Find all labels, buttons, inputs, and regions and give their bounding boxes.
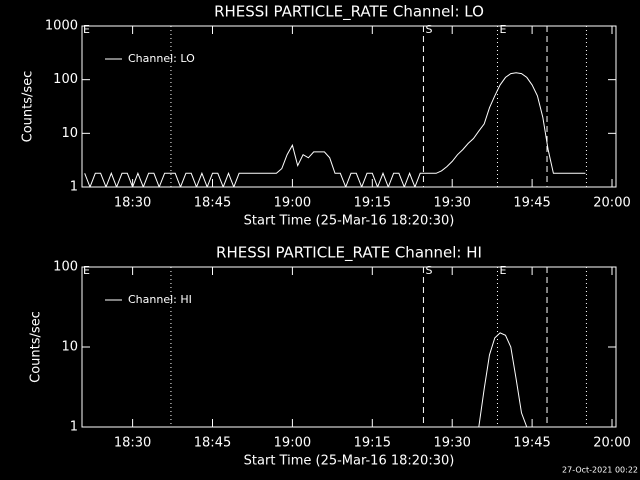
x-tick-label: 20:00 <box>593 196 630 211</box>
y-tick-label: 10 <box>61 126 78 141</box>
x-tick-label: 19:00 <box>274 196 311 211</box>
plot-frame <box>81 25 617 188</box>
x-tick-label: 18:30 <box>114 436 151 451</box>
marker-label: E <box>499 23 506 36</box>
marker-label: E <box>499 264 506 277</box>
y-tick-label: 1000 <box>45 19 78 34</box>
legend-label: Channel: LO <box>128 52 195 65</box>
y-axis-label: Counts/sec <box>29 311 44 383</box>
legend-label: Channel: HI <box>128 293 192 306</box>
x-tick-label: 19:45 <box>513 436 550 451</box>
x-tick-label: 19:45 <box>513 196 550 211</box>
data-line <box>84 72 586 187</box>
marker-label: S <box>425 264 432 277</box>
x-tick-label: 18:45 <box>194 196 231 211</box>
y-tick-label: 10 <box>61 340 78 355</box>
x-tick-label: 18:30 <box>114 196 151 211</box>
chart-title: RHESSI PARTICLE_RATE Channel: LO <box>214 3 484 22</box>
marker-label: S <box>425 23 432 36</box>
x-tick-label: 19:15 <box>354 436 391 451</box>
data-line <box>478 332 528 427</box>
x-tick-label: 19:30 <box>433 436 470 451</box>
x-tick-label: 19:15 <box>354 196 391 211</box>
footer: 27-Oct-2021 00:22 <box>562 466 638 475</box>
y-tick-label: 1 <box>70 180 78 195</box>
chart-title: RHESSI PARTICLE_RATE Channel: HI <box>216 244 482 263</box>
x-tick-label: 19:30 <box>433 196 470 211</box>
y-tick-label: 100 <box>53 72 78 87</box>
plot-frame <box>81 266 617 428</box>
y-axis-label: Counts/sec <box>21 71 36 143</box>
y-tick-label: 1 <box>70 420 78 435</box>
corner-label: E <box>83 264 90 277</box>
x-tick-label: 19:00 <box>274 436 311 451</box>
x-tick-label: 20:00 <box>593 436 630 451</box>
y-tick-label: 100 <box>53 260 78 275</box>
x-axis-label: Start Time (25-Mar-16 18:20:30) <box>244 214 455 229</box>
corner-label: E <box>83 23 90 36</box>
x-axis-label: Start Time (25-Mar-16 18:20:30) <box>244 454 455 469</box>
x-tick-label: 18:45 <box>194 436 231 451</box>
